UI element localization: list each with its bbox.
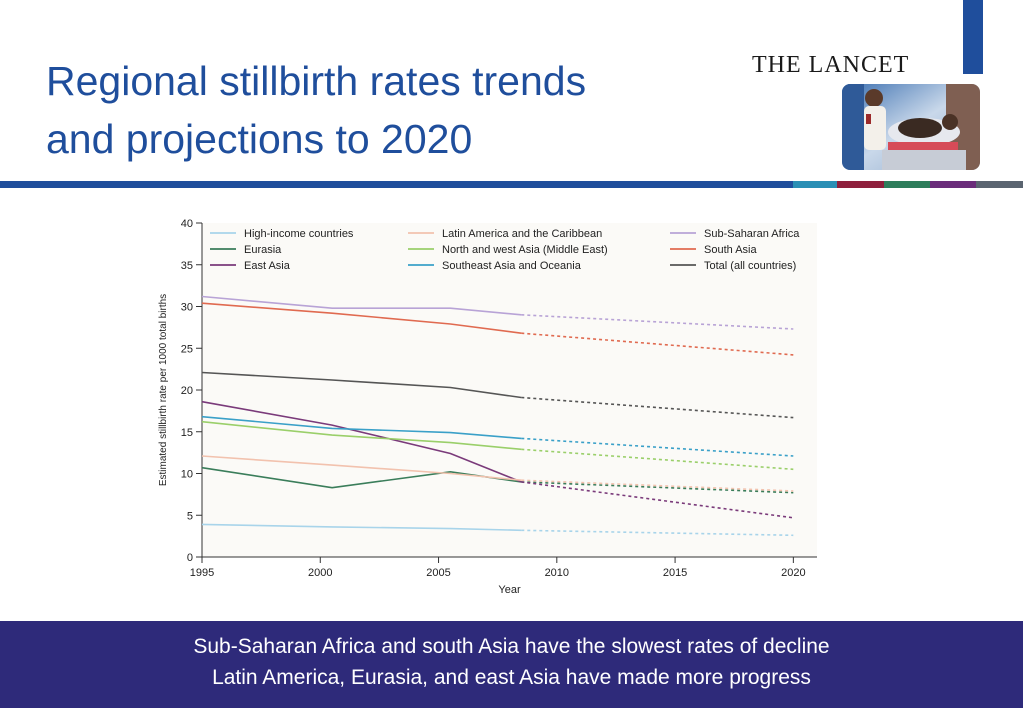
- y-axis-label: Estimated stillbirth rate per 1000 total…: [158, 294, 169, 486]
- series-line-south-asia: [201, 302, 522, 334]
- header-rule-accent-4: [930, 181, 976, 188]
- legend-label-total-all-countries: Total (all countries): [704, 260, 796, 272]
- plot-background: [202, 223, 817, 557]
- y-tick-label-5: 5: [187, 510, 193, 522]
- y-tick-label-15: 15: [181, 427, 193, 439]
- series-line-north-and-west-asia-middle-east: [201, 420, 522, 451]
- chart-svg: 0 5 10 15 20 25 30 35 40 1995 2000 2005 2010 2015 2020…: [158, 218, 817, 596]
- header-rule-accent-1: [793, 181, 837, 188]
- y-tick-label-40: 40: [181, 218, 193, 230]
- series-line-high-income-countries: [201, 523, 522, 532]
- legend-label-high-income-countries: High-income countries: [244, 228, 354, 240]
- legend-label-north-and-west-asia-middle-east: North and west Asia (Middle East): [442, 244, 608, 256]
- corner-accent-bar: [963, 0, 983, 74]
- legend-label-south-asia: South Asia: [704, 244, 757, 256]
- series-line-latin-america-and-the-caribbean: [201, 455, 522, 481]
- title-line-2: and projections to 2020: [46, 116, 473, 162]
- legend-label-sub-saharan-africa: Sub-Saharan Africa: [704, 228, 800, 240]
- y-tick-label-0: 0: [187, 552, 193, 564]
- y-tick-label-30: 30: [181, 302, 193, 314]
- x-tick-label-2010: 2010: [545, 567, 569, 579]
- lancet-logo: THE LANCET: [752, 52, 910, 78]
- legend-label-eurasia: Eurasia: [244, 244, 282, 256]
- series-line-sub-saharan-africa: [201, 295, 522, 316]
- series-projection-east-asia: [521, 481, 794, 519]
- title-line-1: Regional stillbirth rates trends: [46, 58, 587, 104]
- caption-line-2: Latin America, Eurasia, and east Asia ha…: [212, 666, 811, 689]
- legend-label-latin-america-and-the-caribbean: Latin America and the Caribbean: [442, 228, 602, 240]
- stillbirth-chart: 0 5 10 15 20 25 30 35 40 1995 2000 2005 2010 2015 2020…: [140, 205, 840, 605]
- y-tick-label-35: 35: [181, 260, 193, 272]
- slide-title: Regional stillbirth rates trends and pro…: [46, 52, 726, 168]
- x-tick-label-1995: 1995: [190, 567, 214, 579]
- x-tick-label-2015: 2015: [663, 567, 687, 579]
- y-tick-label-20: 20: [181, 385, 193, 397]
- header-rule: [0, 181, 793, 188]
- cover-photo-image: [842, 84, 980, 170]
- series-line-southeast-asia-and-oceania: [201, 415, 522, 440]
- x-axis-label: Year: [498, 584, 521, 596]
- x-tick-label-2020: 2020: [781, 567, 805, 579]
- x-tick-label-2000: 2000: [308, 567, 332, 579]
- caption-box: Sub-Saharan Africa and south Asia have t…: [0, 621, 1023, 708]
- y-tick-label-25: 25: [181, 343, 193, 355]
- header-rule-accent-2: [837, 181, 884, 188]
- x-tick-label-2005: 2005: [426, 567, 450, 579]
- header-rule-accent-5: [976, 181, 1023, 188]
- legend-label-east-asia: East Asia: [244, 260, 291, 272]
- legend-label-southeast-asia-and-oceania: Southeast Asia and Oceania: [442, 260, 582, 272]
- series-line-total-all-countries: [201, 371, 522, 399]
- y-tick-label-10: 10: [181, 469, 193, 481]
- header-rule-accent-3: [884, 181, 930, 188]
- journal-cover-photo: [842, 84, 980, 170]
- caption-line-1: Sub-Saharan Africa and south Asia have t…: [193, 635, 830, 658]
